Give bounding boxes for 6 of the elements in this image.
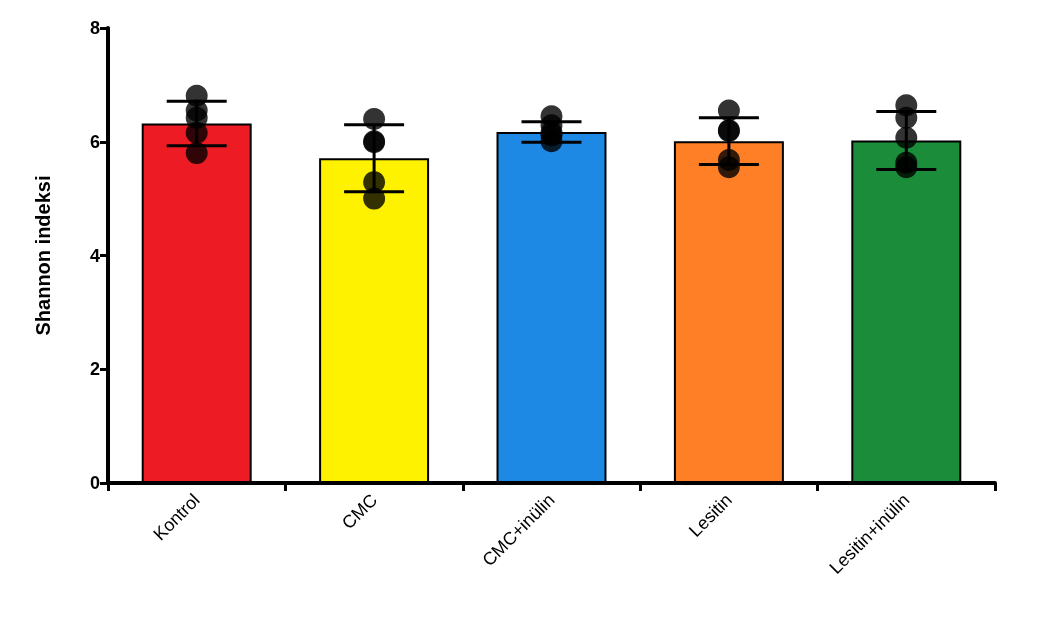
y-axis-title: Shannon indeksi bbox=[32, 175, 54, 336]
y-tick-label: 8 bbox=[89, 18, 100, 38]
y-tick-label: 0 bbox=[89, 473, 100, 493]
y-tick-label: 6 bbox=[89, 131, 100, 152]
y-tick-label: 4 bbox=[89, 245, 100, 266]
y-tick-label: 2 bbox=[89, 359, 100, 380]
